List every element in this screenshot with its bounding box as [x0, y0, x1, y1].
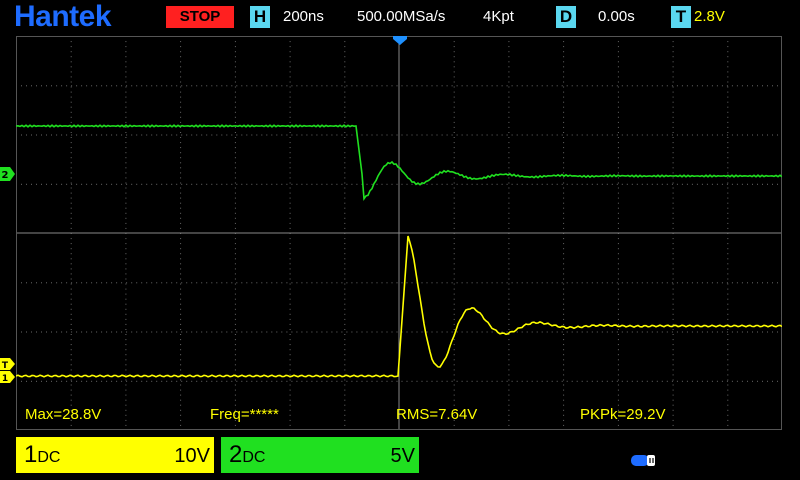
trigger-tag[interactable]: T — [671, 6, 691, 28]
memory-depth-value: 4Kpt — [483, 8, 514, 25]
brand-logo: Hantek — [14, 0, 112, 33]
measure-pkpk: PKPk=29.2V — [580, 406, 666, 423]
channel-1-marker[interactable]: 1 — [0, 370, 16, 384]
top-status-bar: Hantek STOP H 200ns 500.00MSa/s 4Kpt D 0… — [0, 0, 800, 36]
trigger-position-pointer[interactable] — [393, 36, 407, 45]
channel-2-marker-label: 2 — [2, 170, 9, 181]
channel-1-info[interactable]: 1DC 10V — [16, 437, 214, 473]
channel-1-marker-label: 1 — [2, 374, 8, 384]
delay-tag[interactable]: D — [556, 6, 576, 28]
channel-1-label: 1DC — [24, 441, 61, 468]
channel-2-scale: 5V — [390, 445, 415, 467]
channel-1-trace — [16, 235, 782, 378]
delay-value[interactable]: 0.00s — [598, 8, 635, 25]
trigger-level-marker[interactable]: T — [0, 357, 16, 371]
trigger-level-value[interactable]: 2.8V — [694, 8, 725, 25]
graticule — [16, 36, 782, 430]
trigger-level-marker-label: T — [2, 361, 9, 371]
channel-1-scale: 10V — [174, 445, 210, 467]
measure-freq: Freq=***** — [210, 406, 279, 423]
run-stop-button[interactable]: STOP — [166, 6, 234, 28]
measure-max: Max=28.8V — [25, 406, 102, 423]
waveform-display[interactable] — [16, 36, 782, 430]
channel-2-marker[interactable]: 2 — [0, 166, 16, 182]
channel-2-info[interactable]: 2DC 5V — [221, 437, 419, 473]
timebase-value[interactable]: 200ns — [283, 8, 324, 25]
measure-rms: RMS=7.64V — [396, 406, 478, 423]
sample-rate-value: 500.00MSa/s — [357, 8, 446, 25]
usb-status-icon — [631, 455, 655, 466]
channel-2-label: 2DC — [229, 441, 266, 468]
horizontal-tag[interactable]: H — [250, 6, 270, 28]
channel-2-trace — [16, 124, 782, 201]
